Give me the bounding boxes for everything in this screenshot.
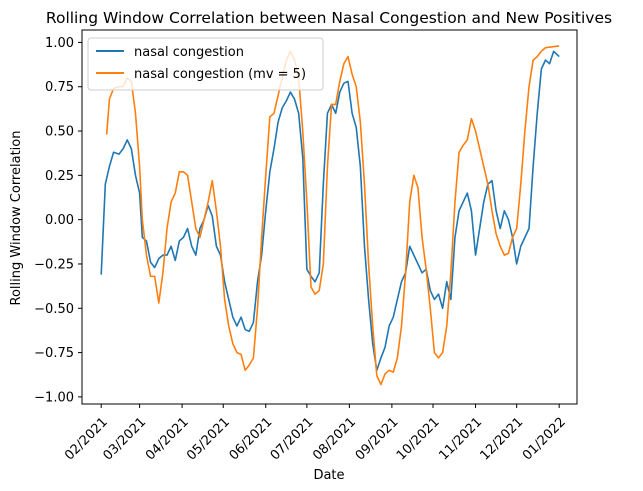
legend-label-nasal-congestion: nasal congestion <box>134 45 244 60</box>
y-tick-label: 0.50 <box>45 125 74 140</box>
y-tick-label: 0.75 <box>45 80 74 95</box>
y-tick-label: 1.00 <box>45 36 74 51</box>
y-tick-label: −1.00 <box>34 390 74 405</box>
x-axis-title: Date <box>313 468 344 483</box>
legend-label-nasal-congestion-mv5: nasal congestion (mv = 5) <box>134 67 306 82</box>
series-line-nasal-congestion <box>100 50 560 372</box>
plot-area <box>81 29 578 405</box>
series-line-nasal-congestion-mv5 <box>105 45 560 386</box>
y-tick-label: 0.25 <box>45 169 74 184</box>
y-tick-label: 0.00 <box>45 213 74 228</box>
y-axis: 1.00 0.75 0.50 0.25 0.00 −0.25 −0.50 −0.75 −1.00 <box>34 36 82 405</box>
y-axis-title: Rolling Window Correlation <box>9 131 24 306</box>
legend: nasal congestion nasal congestion (mv = … <box>87 37 324 91</box>
axes-frame <box>81 29 578 405</box>
y-tick-label: −0.50 <box>34 302 74 317</box>
series-lines <box>100 45 560 386</box>
legend-box <box>87 37 324 91</box>
y-tick-label: −0.25 <box>34 257 74 272</box>
y-tick-label: −0.75 <box>34 346 74 361</box>
chart-title: Rolling Window Correlation between Nasal… <box>46 9 612 27</box>
